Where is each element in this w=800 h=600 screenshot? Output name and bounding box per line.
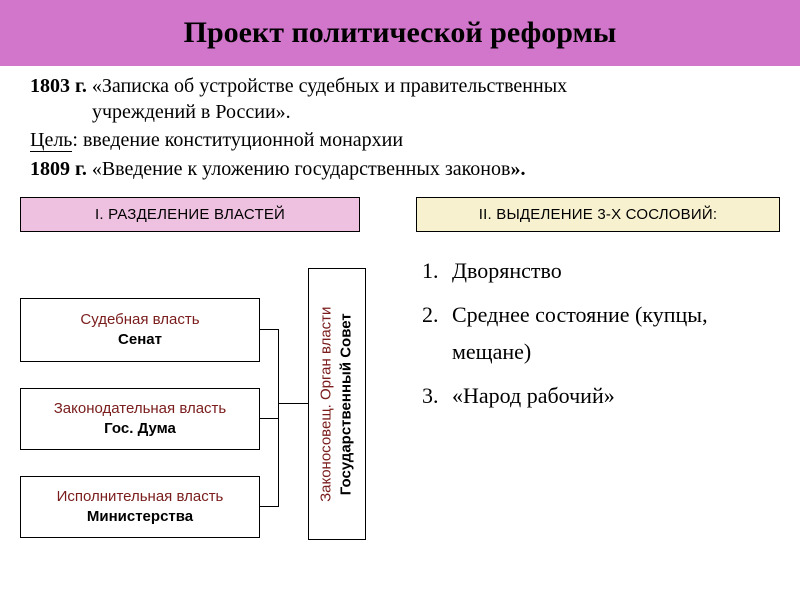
advisory-title: Законосовещ. Орган власти	[317, 307, 337, 502]
section-header-estates: II. ВЫДЕЛЕНИЕ 3-Х СОСЛОВИЙ:	[416, 197, 780, 232]
connector-h2	[260, 418, 278, 419]
year-1809: 1809 г.	[30, 158, 87, 180]
judicial-title: Судебная власть	[80, 310, 199, 330]
intro-1a: «Записка об устройстве судебных и правит…	[87, 75, 567, 97]
connector-v	[278, 329, 279, 507]
section-header-powers: I. РАЗДЕЛЕНИЕ ВЛАСТЕЙ	[20, 197, 360, 232]
legislative-title: Законодательная власть	[54, 399, 226, 419]
intro-2a: «Введение к уложению государственных зак…	[87, 158, 511, 180]
powers-diagram: Судебная власть Сенат Законодательная вл…	[20, 258, 400, 578]
executive-title: Исполнительная власть	[57, 487, 224, 507]
year-1803: 1803 г.	[30, 75, 87, 97]
estate-item-3: «Народ рабочий»	[444, 377, 780, 414]
box-advisory: Законосовещ. Орган власти Государственны…	[308, 268, 366, 540]
executive-sub: Министерства	[87, 507, 193, 527]
goal-label: Цель	[30, 129, 72, 152]
intro-line-2: 1809 г. «Введение к уложению государстве…	[30, 157, 770, 183]
intro-line-1: 1803 г. «Записка об устройстве судебных …	[30, 74, 770, 125]
connector-h3	[260, 506, 278, 507]
connector-main	[278, 403, 308, 404]
box-executive: Исполнительная власть Министерства	[20, 476, 260, 538]
box-judicial: Судебная власть Сенат	[20, 298, 260, 362]
intro-goal: Цель: введение конституционной монархии	[30, 128, 770, 154]
estate-item-2: Среднее состояние (купцы, мещане)	[444, 296, 780, 371]
page-title: Проект политической реформы	[184, 16, 617, 50]
estate-item-1: Дворянство	[444, 252, 780, 289]
legislative-sub: Гос. Дума	[104, 419, 176, 439]
intro-block: 1803 г. «Записка об устройстве судебных …	[0, 66, 800, 191]
box-legislative: Законодательная власть Гос. Дума	[20, 388, 260, 450]
intro-2end: ».	[510, 158, 525, 180]
columns: I. РАЗДЕЛЕНИЕ ВЛАСТЕЙ Судебная власть Се…	[0, 191, 800, 578]
intro-1b: учреждений в России».	[30, 100, 770, 126]
goal-text: : введение конституционной монархии	[72, 129, 403, 151]
advisory-inner: Законосовещ. Орган власти Государственны…	[317, 307, 358, 502]
advisory-sub: Государственный Совет	[337, 307, 357, 502]
estates-list: Дворянство Среднее состояние (купцы, мещ…	[416, 252, 780, 414]
title-bar: Проект политической реформы	[0, 0, 800, 66]
connector-h1	[260, 329, 278, 330]
column-right: II. ВЫДЕЛЕНИЕ 3-Х СОСЛОВИЙ: Дворянство С…	[416, 197, 780, 578]
column-left: I. РАЗДЕЛЕНИЕ ВЛАСТЕЙ Судебная власть Се…	[20, 197, 400, 578]
judicial-sub: Сенат	[118, 330, 162, 350]
